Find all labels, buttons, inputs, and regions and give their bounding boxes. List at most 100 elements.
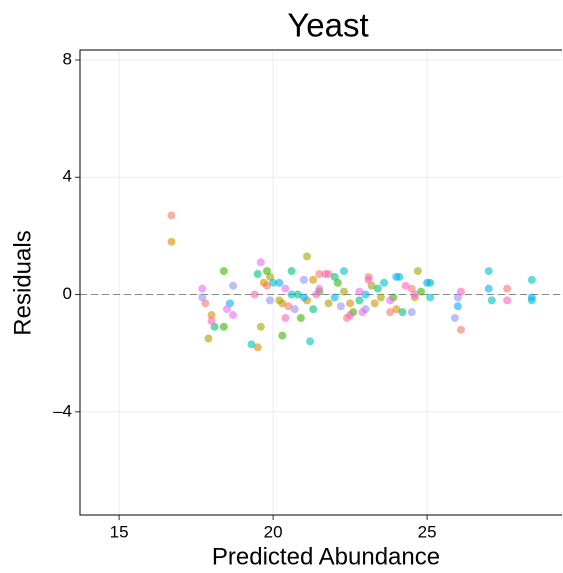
point [259, 278, 268, 287]
point [253, 269, 262, 278]
point [315, 269, 324, 278]
point [503, 296, 512, 305]
point [287, 267, 296, 276]
point [302, 252, 311, 261]
point [306, 337, 315, 346]
point [293, 290, 302, 299]
point [484, 284, 493, 293]
point [339, 267, 348, 276]
point [201, 299, 210, 308]
point [426, 293, 435, 302]
point [386, 308, 395, 317]
point [275, 278, 284, 287]
point [487, 296, 496, 305]
point [401, 281, 410, 290]
point [379, 278, 388, 287]
point [355, 287, 364, 296]
point [287, 290, 296, 299]
point [358, 308, 367, 317]
point [416, 287, 425, 296]
y-tick-label: 8 [63, 49, 72, 68]
point [204, 334, 213, 343]
point [222, 305, 231, 314]
point [364, 275, 373, 284]
point [167, 211, 176, 220]
point [198, 293, 207, 302]
point [376, 293, 385, 302]
point [392, 305, 401, 314]
point [330, 293, 339, 302]
chart-title: Yeast [287, 7, 368, 44]
point [225, 299, 234, 308]
point [336, 302, 345, 311]
point [309, 305, 318, 314]
point [503, 284, 512, 293]
y-axis-title: Residuals [9, 230, 36, 335]
point [321, 269, 330, 278]
point [256, 322, 265, 331]
point [198, 284, 207, 293]
point [484, 267, 493, 276]
point [453, 293, 462, 302]
y-tick-label: –4 [53, 401, 72, 420]
point [278, 331, 287, 340]
point [309, 275, 318, 284]
point [275, 296, 284, 305]
x-axis-title: Predicted Abundance [212, 543, 440, 570]
point [167, 237, 176, 246]
point [346, 311, 355, 320]
point [410, 290, 419, 299]
point [296, 313, 305, 322]
point [330, 272, 339, 281]
point [355, 296, 364, 305]
point [247, 340, 256, 349]
point [450, 313, 459, 322]
point [207, 311, 216, 320]
point [392, 272, 401, 281]
point [266, 272, 275, 281]
point [256, 258, 265, 267]
x-tick-label: 25 [418, 522, 437, 541]
point [339, 287, 348, 296]
point [407, 308, 416, 317]
point [299, 275, 308, 284]
point [373, 284, 382, 293]
point [361, 290, 370, 299]
point [266, 296, 275, 305]
point [269, 278, 278, 287]
point [219, 267, 228, 276]
point [219, 322, 228, 331]
point [299, 293, 308, 302]
point [527, 275, 536, 284]
y-tick-label: 4 [63, 167, 72, 186]
point [281, 284, 290, 293]
point [398, 308, 407, 317]
point [229, 281, 238, 290]
point [253, 343, 262, 352]
point [333, 278, 342, 287]
point [229, 311, 238, 320]
point [346, 299, 355, 308]
point [456, 325, 465, 334]
point [250, 290, 259, 299]
point [290, 305, 299, 314]
point [262, 267, 271, 276]
point [210, 322, 219, 331]
y-tick-label: 0 [63, 284, 72, 303]
x-tick-label: 15 [110, 522, 129, 541]
point [407, 284, 416, 293]
x-tick-label: 20 [264, 522, 283, 541]
point [413, 267, 422, 276]
point [370, 299, 379, 308]
point [284, 302, 293, 311]
point [207, 316, 216, 325]
point [315, 284, 324, 293]
point [527, 293, 536, 302]
point [456, 287, 465, 296]
point [312, 290, 321, 299]
point [324, 299, 333, 308]
point [386, 296, 395, 305]
point [423, 278, 432, 287]
point [281, 313, 290, 322]
